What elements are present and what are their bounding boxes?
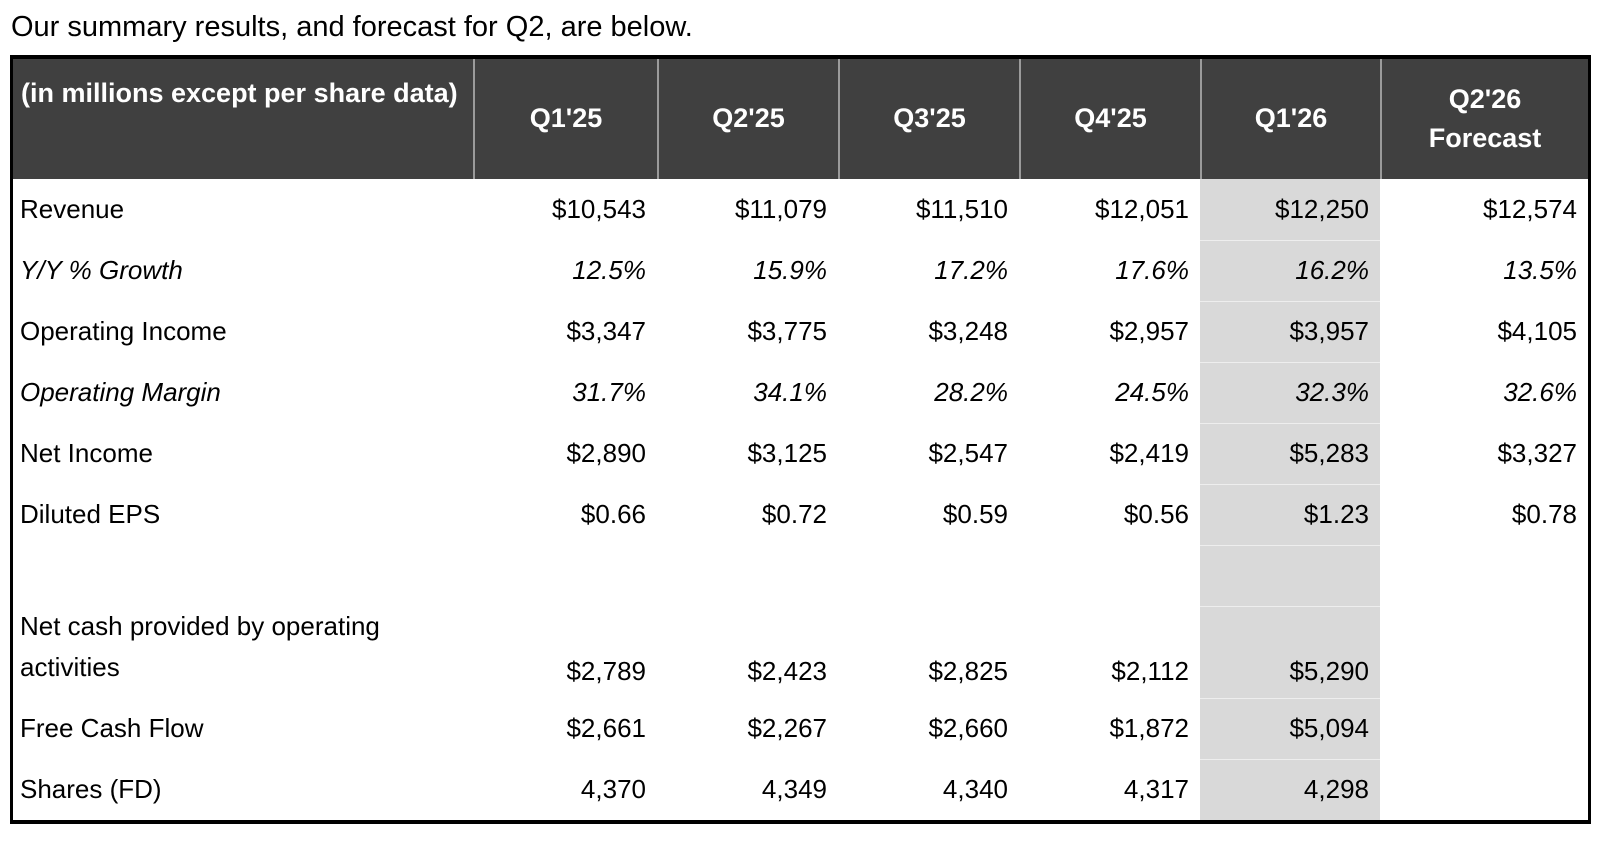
row-label-cell: Y/Y % Growth — [20, 255, 183, 286]
value-cell: $0.56 — [1123, 499, 1189, 529]
value-cell: 4,317 — [1123, 774, 1189, 804]
quarter-header-cell: Q1'26 — [1200, 59, 1380, 179]
value-cell: 17.6% — [1115, 255, 1189, 285]
value-cell: $2,267 — [747, 713, 827, 743]
value-cell: 24.5% — [1115, 377, 1189, 407]
value-cell: 15.9% — [753, 255, 827, 285]
row-label-cell: Operating Margin — [20, 377, 221, 408]
value-cell: $4,105 — [1497, 316, 1577, 346]
value-cell: 17.2% — [934, 255, 1008, 285]
value-cell — [1200, 545, 1380, 606]
row-label-cell: Net cash provided by operating activitie… — [20, 611, 380, 682]
summary-table: (in millions except per share data) Q1'2… — [10, 55, 1591, 824]
value-cell: $12,250 — [1200, 179, 1380, 240]
value-cell: $0.66 — [580, 499, 646, 529]
value-cell: $2,825 — [928, 656, 1008, 686]
header-units-label: (in millions except per share data) — [21, 78, 458, 108]
value-cell: 4,298 — [1200, 759, 1380, 820]
value-cell — [1380, 698, 1588, 759]
value-cell: 16.2% — [1200, 240, 1380, 301]
value-cell: $10,543 — [552, 194, 646, 224]
value-cell: $5,290 — [1200, 606, 1380, 698]
value-cell: 34.1% — [753, 377, 827, 407]
row-label-cell — [13, 545, 473, 606]
quarter-header-cell: Q2'26 Forecast — [1380, 59, 1588, 179]
value-cell: 28.2% — [934, 377, 1008, 407]
value-cell: 31.7% — [572, 377, 646, 407]
value-cell: $3,347 — [566, 316, 646, 346]
value-cell — [1019, 545, 1200, 606]
row-label-cell: Operating Income — [20, 316, 227, 347]
value-cell: $2,547 — [928, 438, 1008, 468]
value-cell: $2,112 — [1111, 656, 1189, 686]
table-row: Net cash provided by operating activitie… — [13, 606, 1588, 698]
table-row: Revenue $10,543 $11,079 $11,510 $12,051 … — [13, 179, 1588, 240]
row-label-cell: Free Cash Flow — [20, 713, 204, 744]
value-cell: $5,094 — [1200, 698, 1380, 759]
value-cell: $3,248 — [928, 316, 1008, 346]
table-header-row: (in millions except per share data) Q1'2… — [13, 59, 1588, 179]
value-cell: $2,957 — [1109, 316, 1189, 346]
value-cell: 32.6% — [1503, 377, 1577, 407]
value-cell: 13.5% — [1503, 255, 1577, 285]
value-cell: $3,327 — [1497, 438, 1577, 468]
table-body: Revenue $10,543 $11,079 $11,510 $12,051 … — [13, 179, 1588, 820]
quarter-header-cell: Q1'25 — [473, 59, 657, 179]
value-cell — [1380, 606, 1588, 698]
value-cell — [657, 545, 838, 606]
value-cell: 4,349 — [761, 774, 827, 804]
row-label-cell: Shares (FD) — [20, 774, 162, 805]
value-cell: $3,125 — [747, 438, 827, 468]
quarter-header-cell: Q2'25 — [657, 59, 838, 179]
quarter-header-cell: Q4'25 — [1019, 59, 1200, 179]
value-cell: $11,510 — [915, 194, 1008, 224]
value-cell: $11,079 — [734, 194, 827, 224]
value-cell: $2,423 — [747, 656, 827, 686]
value-cell: 4,340 — [942, 774, 1008, 804]
value-cell: $2,661 — [566, 713, 646, 743]
value-cell: $2,890 — [566, 438, 646, 468]
value-cell: $0.72 — [761, 499, 827, 529]
table-row: Operating Income $3,347 $3,775 $3,248 $2… — [13, 301, 1588, 362]
quarter-header-cell: Q3'25 — [838, 59, 1019, 179]
row-label-cell: Revenue — [20, 194, 125, 225]
value-cell: $2,419 — [1109, 438, 1189, 468]
value-cell: $2,789 — [566, 656, 646, 686]
table-row: Free Cash Flow $2,661 $2,267 $2,660 $1,8… — [13, 698, 1588, 759]
value-cell: $12,574 — [1483, 194, 1577, 224]
value-cell — [1380, 545, 1588, 606]
table-row: Y/Y % Growth 12.5% 15.9% 17.2% 17.6% 16.… — [13, 240, 1588, 301]
value-cell: 4,370 — [580, 774, 646, 804]
value-cell — [1380, 759, 1588, 820]
value-cell: $0.78 — [1511, 499, 1577, 529]
value-cell: $2,660 — [928, 713, 1008, 743]
value-cell: 12.5% — [572, 255, 646, 285]
intro-text: Our summary results, and forecast for Q2… — [11, 11, 693, 43]
table-row: Operating Margin 31.7% 34.1% 28.2% 24.5%… — [13, 362, 1588, 423]
value-cell: $1,872 — [1109, 713, 1189, 743]
value-cell: $3,957 — [1200, 301, 1380, 362]
value-cell: $5,283 — [1200, 423, 1380, 484]
value-cell: $1.23 — [1200, 484, 1380, 545]
table-row: Shares (FD) 4,370 4,349 4,340 4,317 4,29… — [13, 759, 1588, 820]
value-cell: $12,051 — [1095, 194, 1189, 224]
row-label-cell: Net Income — [20, 438, 153, 469]
value-cell — [838, 545, 1019, 606]
value-cell: $0.59 — [942, 499, 1008, 529]
table-row: Diluted EPS $0.66 $0.72 $0.59 $0.56 $1.2… — [13, 484, 1588, 545]
value-cell: $3,775 — [747, 316, 827, 346]
value-cell — [473, 545, 657, 606]
value-cell: 32.3% — [1200, 362, 1380, 423]
table-row — [13, 545, 1588, 606]
table-row: Net Income $2,890 $3,125 $2,547 $2,419 $… — [13, 423, 1588, 484]
row-label-cell: Diluted EPS — [20, 499, 161, 530]
